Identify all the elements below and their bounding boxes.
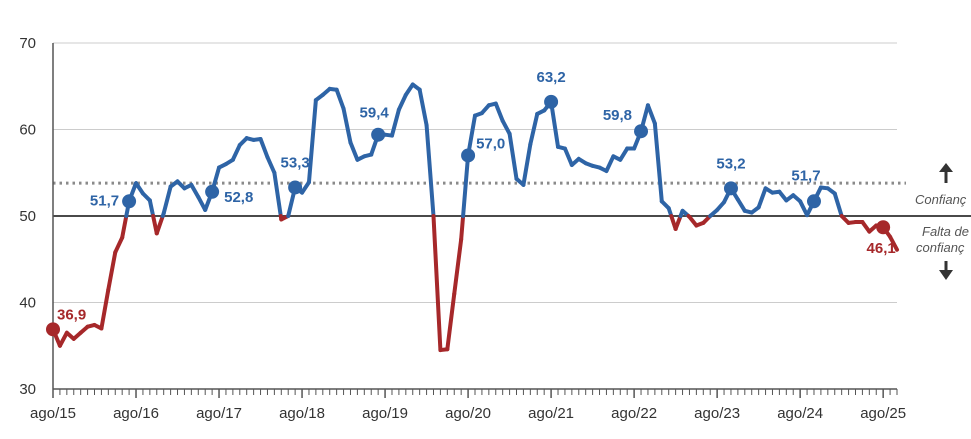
series-segment [265, 155, 277, 175]
series-segment [348, 140, 360, 162]
x-tick-label: ago/23 [694, 405, 740, 422]
series-segment [549, 99, 561, 149]
series-segment [396, 92, 408, 112]
grid-lines [53, 42, 897, 303]
series-segment [493, 101, 505, 123]
series-segment [334, 87, 346, 111]
annotation-label: 51,7 [791, 167, 820, 184]
series-segment [735, 197, 747, 213]
lack-of-confidence-label-line1: Falta de [922, 224, 969, 239]
series-segment [154, 214, 165, 236]
annotation-markers: 36,9 51,7 52,8 53,3 59,4 57,0 63,2 59,8 53,2 51,7… [46, 69, 896, 337]
y-tick-label: 40 [19, 295, 36, 312]
series-segment [798, 199, 810, 218]
x-tick-label: ago/24 [777, 405, 823, 422]
annotation-point [371, 127, 386, 142]
series-segment [403, 82, 415, 97]
series-segment [756, 186, 768, 210]
series-segment [445, 291, 457, 352]
down-arrow-icon [939, 261, 953, 280]
x-tick-label: ago/19 [362, 405, 408, 422]
series-segment [673, 214, 683, 231]
annotation-point [806, 194, 821, 209]
series-segment [99, 287, 111, 331]
series-segment [459, 214, 466, 242]
x-tick-label: ago/25 [860, 405, 906, 422]
series-segment [106, 250, 118, 292]
series-segment [424, 123, 436, 218]
series-segment [461, 153, 471, 218]
y-tick-label: 70 [19, 35, 36, 52]
series-segment [113, 235, 125, 255]
series-segment [57, 330, 69, 348]
annotation-point [723, 181, 738, 196]
annotation-point [544, 94, 559, 109]
annotation-label: 52,8 [224, 189, 253, 206]
x-tick-label: ago/22 [611, 405, 657, 422]
up-arrow-icon [939, 163, 953, 183]
annotation-label: 51,7 [90, 192, 119, 209]
annotation-point [46, 322, 60, 337]
series-segment [147, 198, 156, 218]
series-segment [618, 146, 630, 162]
annotation-point [288, 180, 303, 195]
annotation-label: 36,9 [57, 306, 86, 323]
series-segment [888, 234, 899, 252]
series-segment [189, 182, 201, 199]
series-segment [652, 121, 664, 204]
annotation-label: 53,2 [716, 155, 745, 172]
series-segment [417, 87, 429, 128]
y-tick-label: 60 [19, 122, 36, 139]
annotation-point [634, 124, 649, 139]
series-segment [272, 170, 283, 218]
confidence-label: Confianç [915, 192, 967, 207]
series-segment [507, 131, 519, 181]
series-segment [258, 137, 270, 160]
x-tick-label: ago/17 [196, 405, 242, 422]
lack-of-confidence-label-line2: confianç [916, 240, 965, 255]
annotation-label: 59,4 [360, 105, 390, 122]
x-tick-label: ago/16 [113, 405, 159, 422]
y-tick-label: 50 [19, 208, 36, 225]
series-segment [120, 214, 129, 240]
x-tick-label: ago/20 [445, 405, 491, 422]
series-segment [300, 180, 311, 195]
series-segment [452, 237, 464, 296]
series-segment [521, 142, 533, 187]
annotation-label: 59,8 [603, 107, 632, 124]
side-legend: Confianç Falta de confianç [915, 163, 969, 280]
series-segment [832, 191, 844, 218]
x-tick-label: ago/15 [30, 405, 76, 422]
series-segment [528, 111, 540, 147]
series-segment [431, 214, 443, 353]
series-segment [306, 98, 318, 185]
y-tick-label: 30 [19, 381, 36, 398]
annotation-label: 63,2 [536, 69, 565, 86]
series-segment [389, 107, 401, 138]
series-segment [341, 106, 353, 145]
series-segment [645, 103, 657, 126]
axes: 30 40 50 60 70 ago/15 ago/16 ago/17 ago/18 ago/19… [19, 35, 906, 422]
series-segment [134, 181, 145, 196]
x-tick-label: ago/21 [528, 405, 574, 422]
x-tick-label: ago/18 [279, 405, 325, 422]
reference-lines [53, 181, 971, 217]
series-line [51, 82, 899, 353]
series-segment [604, 154, 616, 174]
annotation-label: 57,0 [476, 135, 505, 152]
annotation-point [205, 184, 220, 199]
annotation-label: 53,3 [281, 154, 310, 171]
series-segment [230, 143, 242, 162]
annotation-point [122, 194, 137, 209]
annotation-point [461, 148, 476, 163]
annotation-label: 46,1 [867, 240, 896, 257]
series-segment [161, 184, 173, 216]
series-segment [562, 146, 574, 167]
annotation-point [876, 220, 891, 235]
series-segment [500, 118, 512, 136]
